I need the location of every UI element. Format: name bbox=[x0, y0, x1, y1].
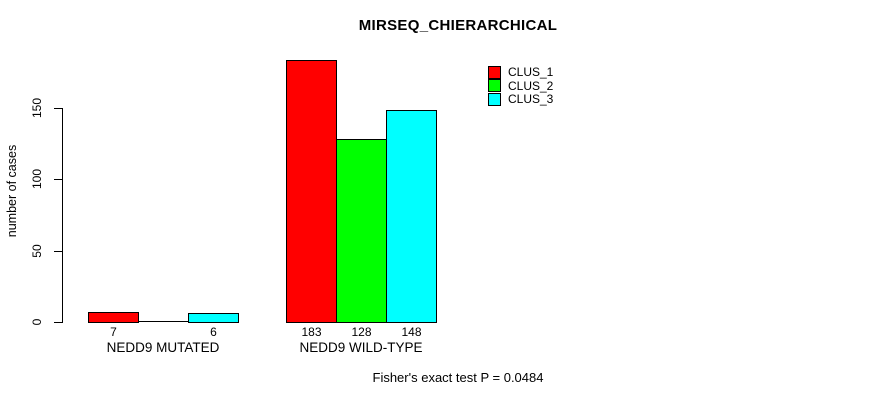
y-tick-label: 50 bbox=[30, 244, 44, 258]
legend-label: CLUS_1 bbox=[508, 65, 554, 79]
bar-clus_1-group2 bbox=[286, 60, 337, 323]
bar-clus_3-group1 bbox=[188, 313, 239, 323]
bar-value-label: 7 bbox=[110, 325, 117, 339]
bar-clus_2-group2 bbox=[336, 139, 387, 323]
footnote-text: Fisher's exact test P = 0.0484 bbox=[372, 370, 544, 385]
legend: CLUS_1 CLUS_2 CLUS_3 bbox=[488, 65, 554, 107]
y-tick-mark bbox=[54, 322, 62, 323]
y-tick-mark bbox=[54, 179, 62, 180]
legend-swatch-clus_3 bbox=[488, 92, 501, 106]
legend-item-clus_1: CLUS_1 bbox=[488, 65, 554, 79]
bar-value-label: 128 bbox=[351, 325, 372, 339]
legend-label: CLUS_2 bbox=[508, 78, 554, 93]
bar-value-label: 183 bbox=[301, 325, 322, 339]
legend-item-clus_3: CLUS_3 bbox=[488, 92, 554, 106]
y-tick-mark bbox=[54, 108, 62, 109]
legend-item-clus_2: CLUS_2 bbox=[488, 78, 554, 93]
legend-label: CLUS_3 bbox=[508, 92, 554, 106]
y-axis-label: number of cases bbox=[5, 144, 19, 238]
y-tick-mark bbox=[54, 251, 62, 252]
legend-swatch-clus_1 bbox=[488, 65, 501, 79]
bar-value-label: 148 bbox=[401, 325, 422, 339]
bar-zero-clus_2-group1 bbox=[138, 321, 189, 322]
y-tick-label: 100 bbox=[30, 168, 44, 190]
y-axis-line bbox=[62, 108, 63, 323]
x-category-label-wildtype: NEDD9 WILD-TYPE bbox=[299, 340, 423, 355]
bar-clus_3-group2 bbox=[386, 110, 437, 323]
bar-value-label bbox=[138, 326, 189, 339]
bar-value-label: 6 bbox=[210, 325, 217, 339]
bar-clus_1-group1 bbox=[88, 312, 139, 323]
legend-swatch-clus_2 bbox=[488, 79, 501, 92]
chart-title: MIRSEQ_CHIERARCHICAL bbox=[358, 17, 558, 34]
y-tick-label: 0 bbox=[30, 318, 44, 326]
x-category-label-mutated: NEDD9 MUTATED bbox=[106, 340, 220, 355]
y-tick-label: 150 bbox=[30, 97, 44, 119]
